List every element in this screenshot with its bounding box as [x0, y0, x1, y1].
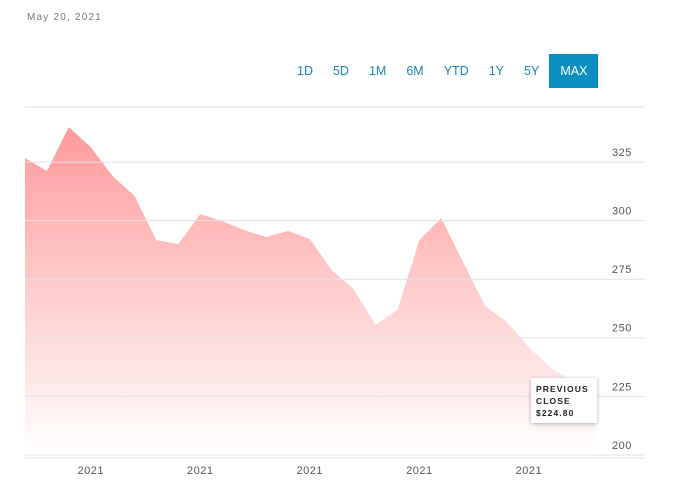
range-selector: 1D 5D 1M 6M YTD 1Y 5Y MAX [287, 54, 599, 88]
x-tick-label: 2021 [77, 465, 103, 477]
x-tick-label: 2021 [187, 465, 213, 477]
tooltip-line: CLOSE [536, 396, 571, 406]
y-tick-label: 300 [612, 206, 632, 218]
area [25, 127, 595, 455]
y-tick-label: 250 [612, 323, 632, 335]
x-tick-label: 2021 [516, 465, 542, 477]
range-button[interactable]: 1D [297, 64, 313, 78]
y-tick-label: 225 [612, 381, 632, 393]
y-tick-label: 275 [612, 264, 632, 276]
y-tick-label: 200 [612, 440, 632, 452]
range-button[interactable]: YTD [443, 64, 469, 78]
tooltip: PREVIOUS CLOSE $224.80 [531, 378, 597, 423]
tooltip-line: $224.80 [536, 408, 575, 418]
range-button[interactable]: MAX [549, 54, 599, 88]
range-button[interactable]: 6M [406, 64, 424, 78]
date: May 20, 2021 [27, 12, 102, 23]
tooltip-line: PREVIOUS [536, 384, 589, 394]
x-tick-label: 2021 [297, 465, 323, 477]
x-tick-label: 2021 [406, 465, 432, 477]
y-tick-label: 325 [612, 147, 632, 159]
range-button[interactable]: 1M [368, 64, 387, 78]
range-button[interactable]: 1Y [488, 64, 505, 78]
range-button[interactable]: 5D [332, 64, 349, 78]
range-button[interactable]: 5Y [524, 64, 540, 78]
